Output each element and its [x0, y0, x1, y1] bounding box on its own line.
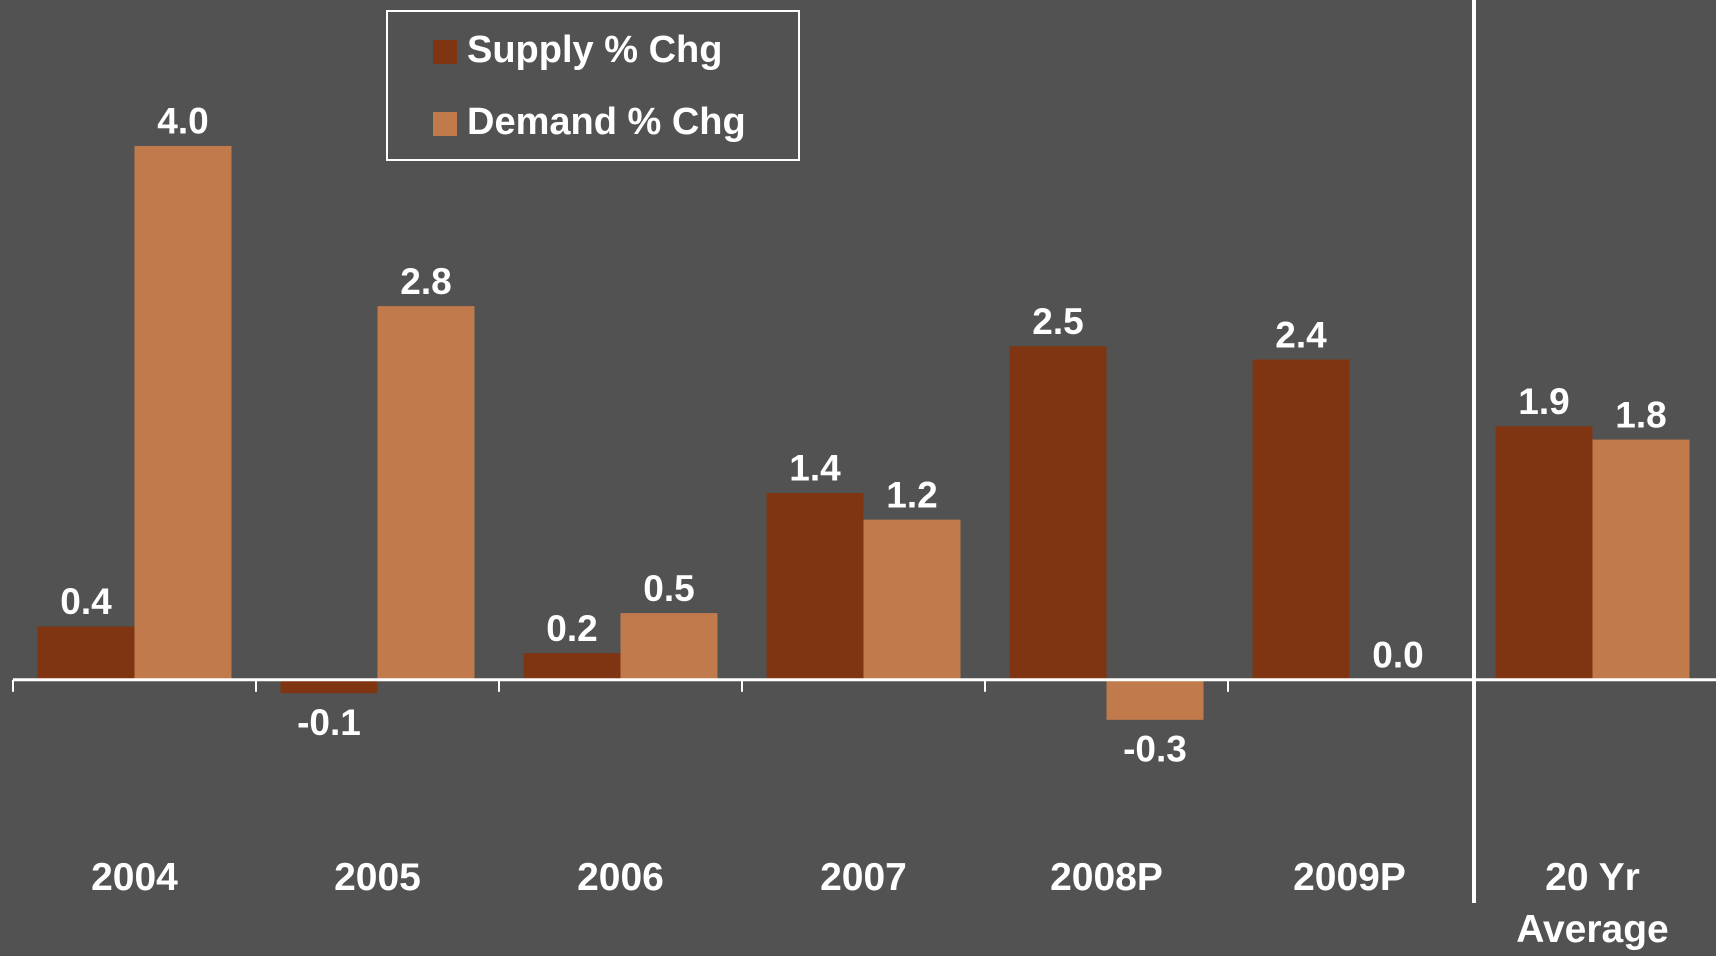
bar	[37, 626, 135, 680]
x-tick-label: 2005	[334, 856, 421, 899]
x-tick-label: 20 Yr Average	[1516, 856, 1669, 951]
bar	[1106, 679, 1204, 720]
data-label: 0.2	[546, 608, 597, 649]
bar	[134, 145, 232, 680]
legend-swatch	[433, 112, 457, 136]
bar	[523, 653, 621, 680]
x-tick-label: 2007	[820, 856, 907, 899]
legend-label: Supply % Chg	[467, 29, 722, 71]
data-label: 4.0	[157, 101, 208, 142]
bar	[1495, 426, 1593, 680]
x-tick-label: 2004	[91, 856, 178, 899]
bar	[1592, 439, 1690, 680]
bar	[1009, 346, 1107, 680]
data-label: 1.9	[1518, 381, 1569, 422]
x-tick-label: 2006	[577, 856, 664, 899]
data-label: 0.4	[60, 581, 112, 622]
legend-box	[386, 10, 800, 161]
x-tick-label: 2009P	[1293, 856, 1406, 899]
bar	[766, 492, 864, 680]
bar	[620, 613, 718, 680]
data-label: 1.8	[1615, 394, 1666, 435]
data-label: -0.1	[297, 702, 361, 743]
bar	[280, 679, 378, 694]
bar	[1252, 359, 1350, 680]
legend-label: Demand % Chg	[467, 101, 746, 143]
x-tick-label: 2008P	[1050, 856, 1163, 899]
data-label: 0.5	[643, 568, 694, 609]
legend-swatch	[433, 40, 457, 64]
data-label: -0.3	[1123, 729, 1187, 770]
data-label: 1.2	[886, 474, 937, 515]
data-label: 2.8	[400, 261, 451, 302]
data-label: 1.4	[789, 448, 841, 489]
bar	[377, 306, 475, 680]
data-label: 2.5	[1032, 301, 1083, 342]
data-label: 0.0	[1372, 635, 1423, 676]
bar	[863, 519, 961, 680]
data-label: 2.4	[1275, 314, 1327, 355]
